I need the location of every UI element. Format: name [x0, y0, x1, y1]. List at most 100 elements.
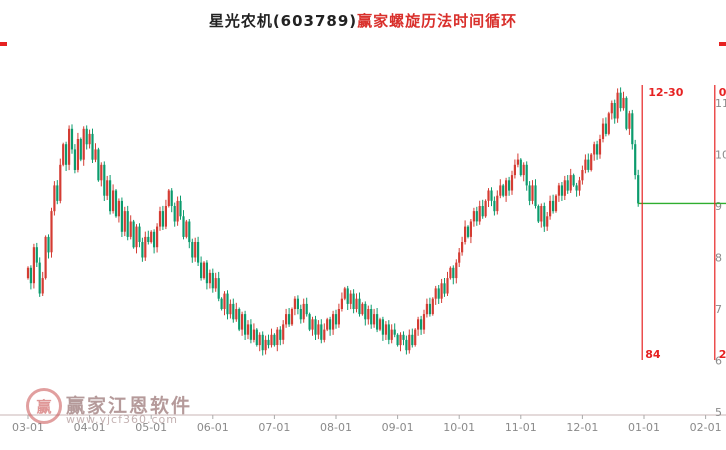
title-method-name: 赢家螺旋历法时间循环	[357, 12, 518, 30]
candle-body	[135, 226, 138, 248]
candle-body	[502, 185, 505, 196]
candle-body	[475, 211, 478, 222]
candle-body	[205, 262, 208, 284]
candle-body	[607, 113, 610, 134]
candle-body	[282, 324, 285, 340]
candle-body	[293, 298, 296, 309]
candle-body	[431, 298, 434, 315]
y-axis-label: 5	[715, 406, 722, 419]
candle-body	[593, 144, 596, 155]
candle-body	[601, 123, 605, 139]
candle-body	[320, 324, 323, 340]
candle-body	[114, 190, 118, 217]
candle-body	[537, 206, 540, 222]
candle-body	[337, 309, 340, 325]
candle-body	[634, 144, 637, 176]
candle-body	[598, 139, 602, 155]
candle-body	[109, 180, 112, 212]
candle-body	[267, 339, 270, 346]
candle-body	[469, 221, 472, 237]
candle-body	[420, 319, 423, 330]
candle-body	[82, 128, 85, 160]
candle-body	[575, 185, 578, 191]
candle-body	[513, 164, 516, 176]
candle-body	[176, 200, 179, 222]
candle-body	[270, 334, 273, 346]
candle-body	[290, 309, 294, 325]
candle-body	[229, 303, 232, 315]
candle-body	[94, 149, 97, 160]
candle-body	[279, 329, 282, 340]
candle-body	[440, 283, 443, 299]
candle-body	[182, 216, 185, 237]
candle-body	[191, 242, 194, 258]
candle-body	[455, 262, 458, 279]
edge-cycle-number-label: 2	[719, 348, 726, 361]
candle-body	[59, 164, 62, 201]
candle-body	[590, 154, 593, 170]
candle-body	[464, 226, 467, 242]
candle-body	[370, 309, 373, 325]
candle-body	[326, 319, 329, 330]
candle-body	[32, 247, 35, 284]
candle-body	[332, 314, 335, 330]
candle-body	[616, 92, 619, 119]
candle-body	[100, 164, 103, 181]
candle-body	[428, 303, 431, 315]
candle-body	[244, 314, 247, 335]
candle-body	[390, 329, 393, 340]
candle-body	[552, 200, 555, 212]
candle-body	[493, 200, 496, 212]
watermark-logo-icon: 赢	[26, 388, 62, 424]
candle-body	[466, 226, 470, 237]
candle-body	[153, 231, 156, 248]
candle-body	[346, 288, 349, 304]
candle-body	[120, 200, 123, 232]
candle-body	[505, 180, 508, 196]
candle-body	[147, 236, 150, 242]
candle-body	[50, 211, 53, 253]
candle-body	[631, 113, 634, 145]
candle-body	[161, 211, 164, 227]
x-axis-label: 05-01	[135, 421, 167, 434]
candle-body	[308, 314, 311, 330]
candle-body	[367, 309, 370, 320]
y-axis-label: 8	[715, 252, 722, 265]
candle-body	[241, 314, 244, 330]
candle-body	[329, 319, 332, 330]
candle-body	[76, 139, 79, 170]
candle-body	[150, 231, 153, 243]
candle-body	[425, 303, 428, 315]
x-axis-label: 03-01	[12, 421, 44, 434]
candle-body	[38, 262, 41, 294]
candle-body	[200, 262, 203, 279]
candle-body	[446, 278, 449, 294]
candle-body	[223, 293, 226, 309]
y-axis-label: 10	[715, 149, 726, 162]
candle-body	[117, 200, 120, 217]
candle-body	[563, 180, 566, 196]
candle-body	[510, 175, 514, 191]
candle-body	[220, 298, 223, 309]
candle-body	[29, 267, 32, 284]
candle-body	[557, 185, 560, 196]
candle-body	[202, 262, 206, 279]
candle-body	[144, 236, 147, 258]
candle-body	[238, 309, 241, 330]
candle-body	[88, 133, 91, 145]
candle-body	[434, 288, 437, 299]
candle-body	[387, 324, 390, 340]
candle-body	[364, 303, 367, 320]
candle-body	[91, 133, 94, 160]
candle-body	[343, 288, 346, 299]
y-axis-label: 6	[715, 355, 722, 368]
candle-body	[516, 159, 519, 165]
candle-body	[637, 175, 640, 204]
candle-body	[531, 185, 534, 201]
candle-body	[258, 334, 261, 346]
candle-body	[619, 92, 622, 109]
candle-body	[596, 144, 599, 155]
